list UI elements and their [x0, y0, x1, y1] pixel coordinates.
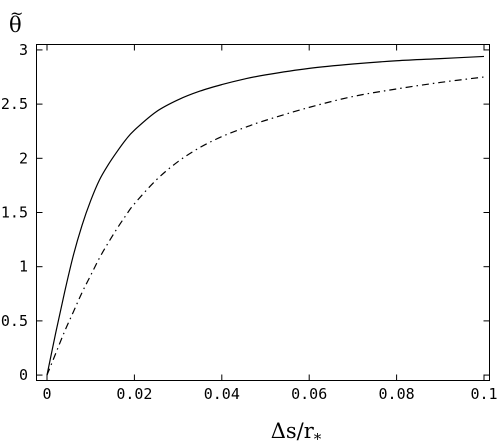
x-tick-label: 0 [42, 385, 51, 403]
x-tick-label: 0.02 [116, 385, 152, 403]
x-axis-title: Δs/r* [271, 419, 322, 448]
x-tick-label: 0.04 [204, 385, 240, 403]
y-axis-title-accent: ~ [10, 4, 23, 23]
y-axis-ticks: 0 0.5 1 1.5 2 2.5 3 [1, 41, 490, 384]
y-tick-label: 1 [19, 258, 28, 276]
y-axis-title: θ ~ [9, 4, 23, 37]
series-layer [46, 55, 485, 376]
x-tick-label: 0.08 [379, 385, 415, 403]
y-axis-title-symbol: θ [9, 13, 22, 37]
y-tick-label: 0 [19, 366, 28, 384]
x-tick-label: 0.06 [291, 385, 327, 403]
y-tick-label: 1.5 [1, 204, 28, 222]
series-line-dash-dot [46, 76, 485, 376]
y-tick-label: 2.5 [1, 95, 28, 113]
y-tick-label: 0.5 [1, 312, 28, 330]
series-line-solid [46, 55, 485, 376]
plot-frame [36, 44, 490, 381]
x-axis-title-subscript: * [314, 430, 322, 448]
x-axis-title-main: Δs/r [271, 419, 315, 443]
x-tick-label: 0.1 [470, 385, 497, 403]
y-tick-label: 3 [19, 41, 28, 59]
x-axis-ticks: 0 0.02 0.04 0.06 0.08 0.1 [42, 44, 498, 403]
y-tick-label: 2 [19, 149, 28, 167]
